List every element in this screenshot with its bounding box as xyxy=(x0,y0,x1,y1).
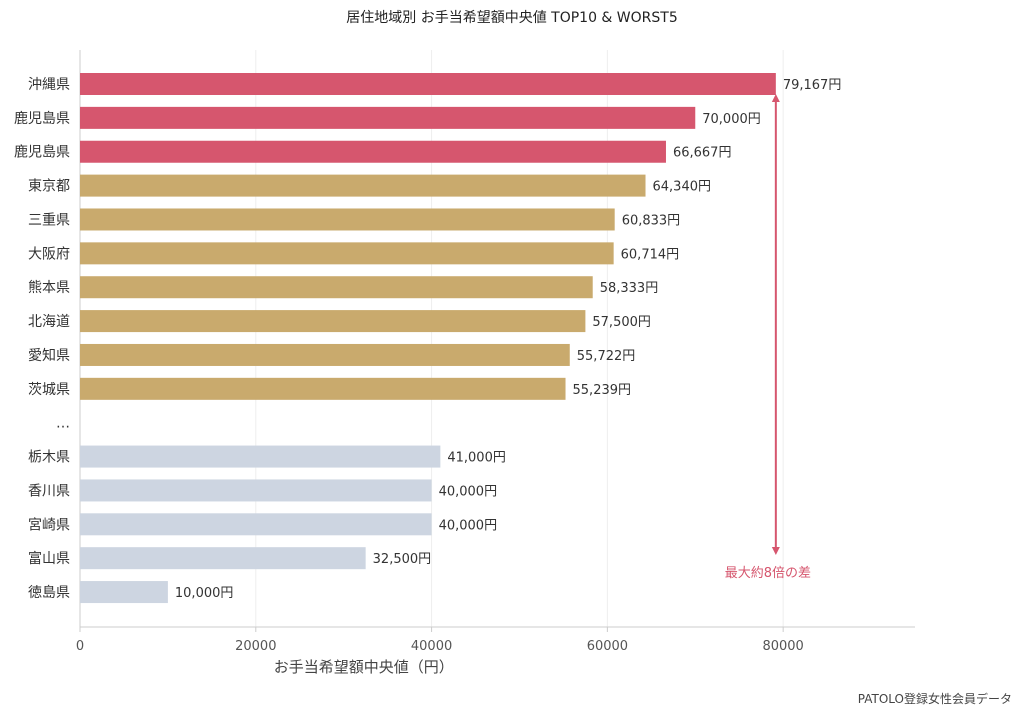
bar-worst5 xyxy=(80,547,366,570)
x-tick-label: 60000 xyxy=(587,639,628,654)
bar-top3 xyxy=(80,140,666,163)
value-label: 64,340円 xyxy=(653,180,712,195)
category-label: 宮崎県 xyxy=(28,517,70,533)
bar-top10 xyxy=(80,208,615,231)
category-label: 熊本県 xyxy=(28,280,70,296)
value-label: 41,000円 xyxy=(447,451,506,466)
value-label: 70,000円 xyxy=(702,112,761,127)
category-label: 東京都 xyxy=(28,179,70,195)
value-label: 58,333円 xyxy=(600,281,659,296)
value-label: 40,000円 xyxy=(439,484,498,499)
bar-worst5 xyxy=(80,513,432,536)
category-label: 茨城県 xyxy=(28,382,70,398)
category-label: 鹿児島県 xyxy=(14,110,70,127)
bar-worst5 xyxy=(80,445,441,468)
category-label: 富山県 xyxy=(28,550,70,567)
source-note: PATOLO登録女性会員データ xyxy=(858,691,1012,706)
x-tick-label: 80000 xyxy=(762,639,803,654)
value-label: 66,667円 xyxy=(673,146,732,161)
x-tick-label: 40000 xyxy=(411,639,452,654)
category-label: … xyxy=(56,416,70,432)
value-label: 79,167円 xyxy=(783,78,842,93)
category-label: 鹿児島県 xyxy=(14,144,70,161)
value-label: 32,500円 xyxy=(373,552,432,567)
bar-top3 xyxy=(80,73,776,95)
bar-top10 xyxy=(80,377,566,400)
bar-worst5 xyxy=(80,479,432,502)
category-label: 香川県 xyxy=(28,483,70,499)
value-label: 55,239円 xyxy=(573,383,632,398)
bar-top10 xyxy=(80,174,646,197)
category-label: 栃木県 xyxy=(28,450,70,466)
category-label: 徳島県 xyxy=(28,585,70,601)
value-label: 40,000円 xyxy=(439,518,498,533)
value-label: 60,833円 xyxy=(622,213,681,228)
category-label: 沖縄県 xyxy=(28,77,70,93)
category-label: 愛知県 xyxy=(28,347,70,364)
bar-top3 xyxy=(80,106,696,129)
bar-top10 xyxy=(80,276,593,299)
annotation-arrowhead-top xyxy=(771,94,780,102)
category-label: 北海道 xyxy=(28,314,70,330)
value-label: 55,722円 xyxy=(577,349,636,364)
chart-title: 居住地域別 お手当希望額中央値 TOP10 & WORST5 xyxy=(346,10,677,26)
value-label: 57,500円 xyxy=(592,315,651,330)
bar-worst5 xyxy=(80,581,168,604)
x-tick-label: 0 xyxy=(76,639,84,654)
bar-top10 xyxy=(80,343,570,366)
category-label: 三重県 xyxy=(28,212,70,228)
x-axis-title: お手当希望額中央値（円） xyxy=(274,658,454,676)
x-tick-label: 20000 xyxy=(235,639,276,654)
bar-top10 xyxy=(80,242,614,265)
annotation-arrowhead-bottom xyxy=(771,547,780,556)
value-label: 60,714円 xyxy=(621,247,680,262)
annotation-label: 最大約8倍の差 xyxy=(725,566,811,581)
value-label: 10,000円 xyxy=(175,586,234,601)
category-label: 大阪府 xyxy=(28,246,70,262)
bar-top10 xyxy=(80,310,586,333)
